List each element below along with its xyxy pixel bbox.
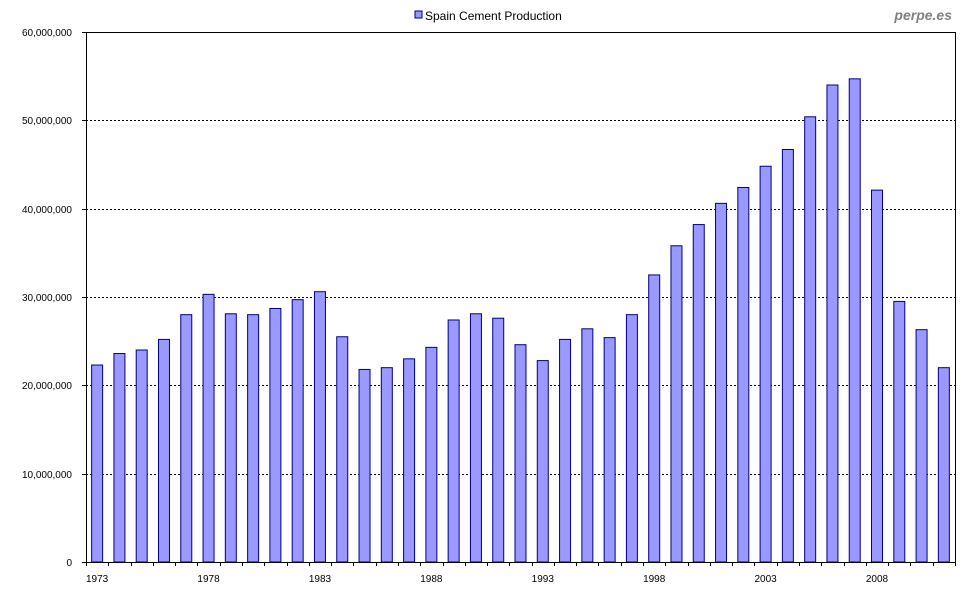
- bar-2005: [804, 116, 817, 563]
- x-tick-label: 1998: [643, 574, 666, 585]
- bars: [91, 78, 950, 563]
- bar-2001: [715, 202, 728, 563]
- bar-1975: [135, 349, 148, 563]
- plot-area-border: [86, 32, 956, 563]
- bar-1979: [224, 313, 237, 563]
- bar-1997: [625, 314, 638, 563]
- bar-1994: [559, 338, 572, 563]
- bar-1973: [91, 364, 104, 563]
- legend-swatch: [414, 10, 423, 19]
- bar-2000: [692, 224, 705, 563]
- bar-2003: [759, 165, 772, 563]
- bar-1980: [247, 314, 260, 563]
- bar-1987: [403, 358, 416, 563]
- bar-1996: [603, 337, 616, 563]
- bar-1990: [469, 313, 482, 563]
- x-tick-label: 2008: [866, 574, 889, 585]
- bar-2007: [848, 78, 861, 563]
- x-axis: 1973 1978 1983 1988 1993 1998 2003 2008: [86, 562, 956, 585]
- x-tick-label: 1978: [197, 574, 220, 585]
- bar-1986: [380, 367, 393, 563]
- bar-1976: [157, 338, 170, 563]
- bar-1983: [313, 291, 326, 563]
- bar-1982: [291, 299, 304, 563]
- bar-1992: [514, 344, 527, 563]
- bar-1981: [269, 307, 282, 563]
- bar-1995: [581, 328, 594, 563]
- bar-1974: [113, 353, 126, 563]
- bar-2011: [937, 367, 950, 563]
- bar-2010: [915, 329, 928, 563]
- bar-1985: [358, 368, 371, 563]
- bar-1988: [425, 346, 438, 563]
- bar-1989: [447, 319, 460, 563]
- bar-2008: [871, 189, 884, 563]
- bar-1978: [202, 293, 215, 563]
- y-tick-label: 0: [66, 558, 72, 569]
- y-tick-label: 10,000,000: [22, 470, 72, 481]
- bar-2006: [826, 84, 839, 563]
- x-tick-label: 1983: [309, 574, 332, 585]
- y-tick-label: 30,000,000: [22, 293, 72, 304]
- watermark-logo: perpe.es: [893, 7, 952, 23]
- x-tick-label: 1973: [86, 574, 109, 585]
- x-tick-label: 1993: [532, 574, 555, 585]
- bar-1998: [648, 274, 661, 563]
- x-tick-label: 2003: [754, 574, 777, 585]
- y-tick-label: 60,000,000: [22, 28, 72, 39]
- y-tick-label: 20,000,000: [22, 381, 72, 392]
- bar-2002: [737, 186, 750, 563]
- y-tick-label: 50,000,000: [22, 116, 72, 127]
- bar-2009: [893, 300, 906, 563]
- bar-1977: [180, 314, 193, 563]
- y-tick-label: 40,000,000: [22, 205, 72, 216]
- bar-2004: [781, 148, 794, 563]
- bar-1991: [492, 317, 505, 563]
- y-axis: 0 10,000,000 20,000,000 30,000,000 40,000,00…: [22, 28, 86, 569]
- x-tick-label: 1988: [420, 574, 443, 585]
- legend: Spain Cement Production: [414, 9, 562, 23]
- bar-1993: [536, 360, 549, 563]
- legend-label: Spain Cement Production: [425, 9, 562, 23]
- bar-1984: [336, 336, 349, 563]
- bar-1999: [670, 245, 683, 563]
